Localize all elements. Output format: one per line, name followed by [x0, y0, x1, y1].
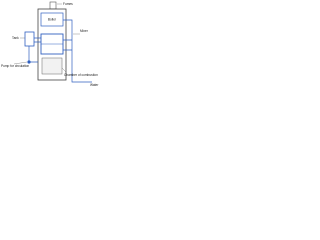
pump-label: Pump for circulation — [1, 64, 29, 68]
leader-lines — [13, 3, 80, 73]
mixer-label: Mixer — [80, 29, 89, 33]
pump — [27, 60, 31, 64]
right-pipes — [63, 19, 92, 83]
fumes-label: Fumes — [63, 2, 73, 6]
chamber-box — [41, 57, 63, 75]
chamber-label: Chamber of combustion — [64, 73, 98, 77]
tank-label: Tank — [12, 36, 19, 40]
page: {"labels": {"fumes": "Fumes", "boiler": … — [0, 0, 320, 88]
water-label: Water — [90, 83, 99, 87]
diagram: Fumes Boiler Tank Mixer Pump for circula… — [0, 0, 100, 88]
boiler-label: Boiler — [48, 17, 57, 21]
side-tank — [24, 31, 35, 47]
boiler-box — [40, 12, 64, 27]
chimney — [49, 1, 57, 10]
